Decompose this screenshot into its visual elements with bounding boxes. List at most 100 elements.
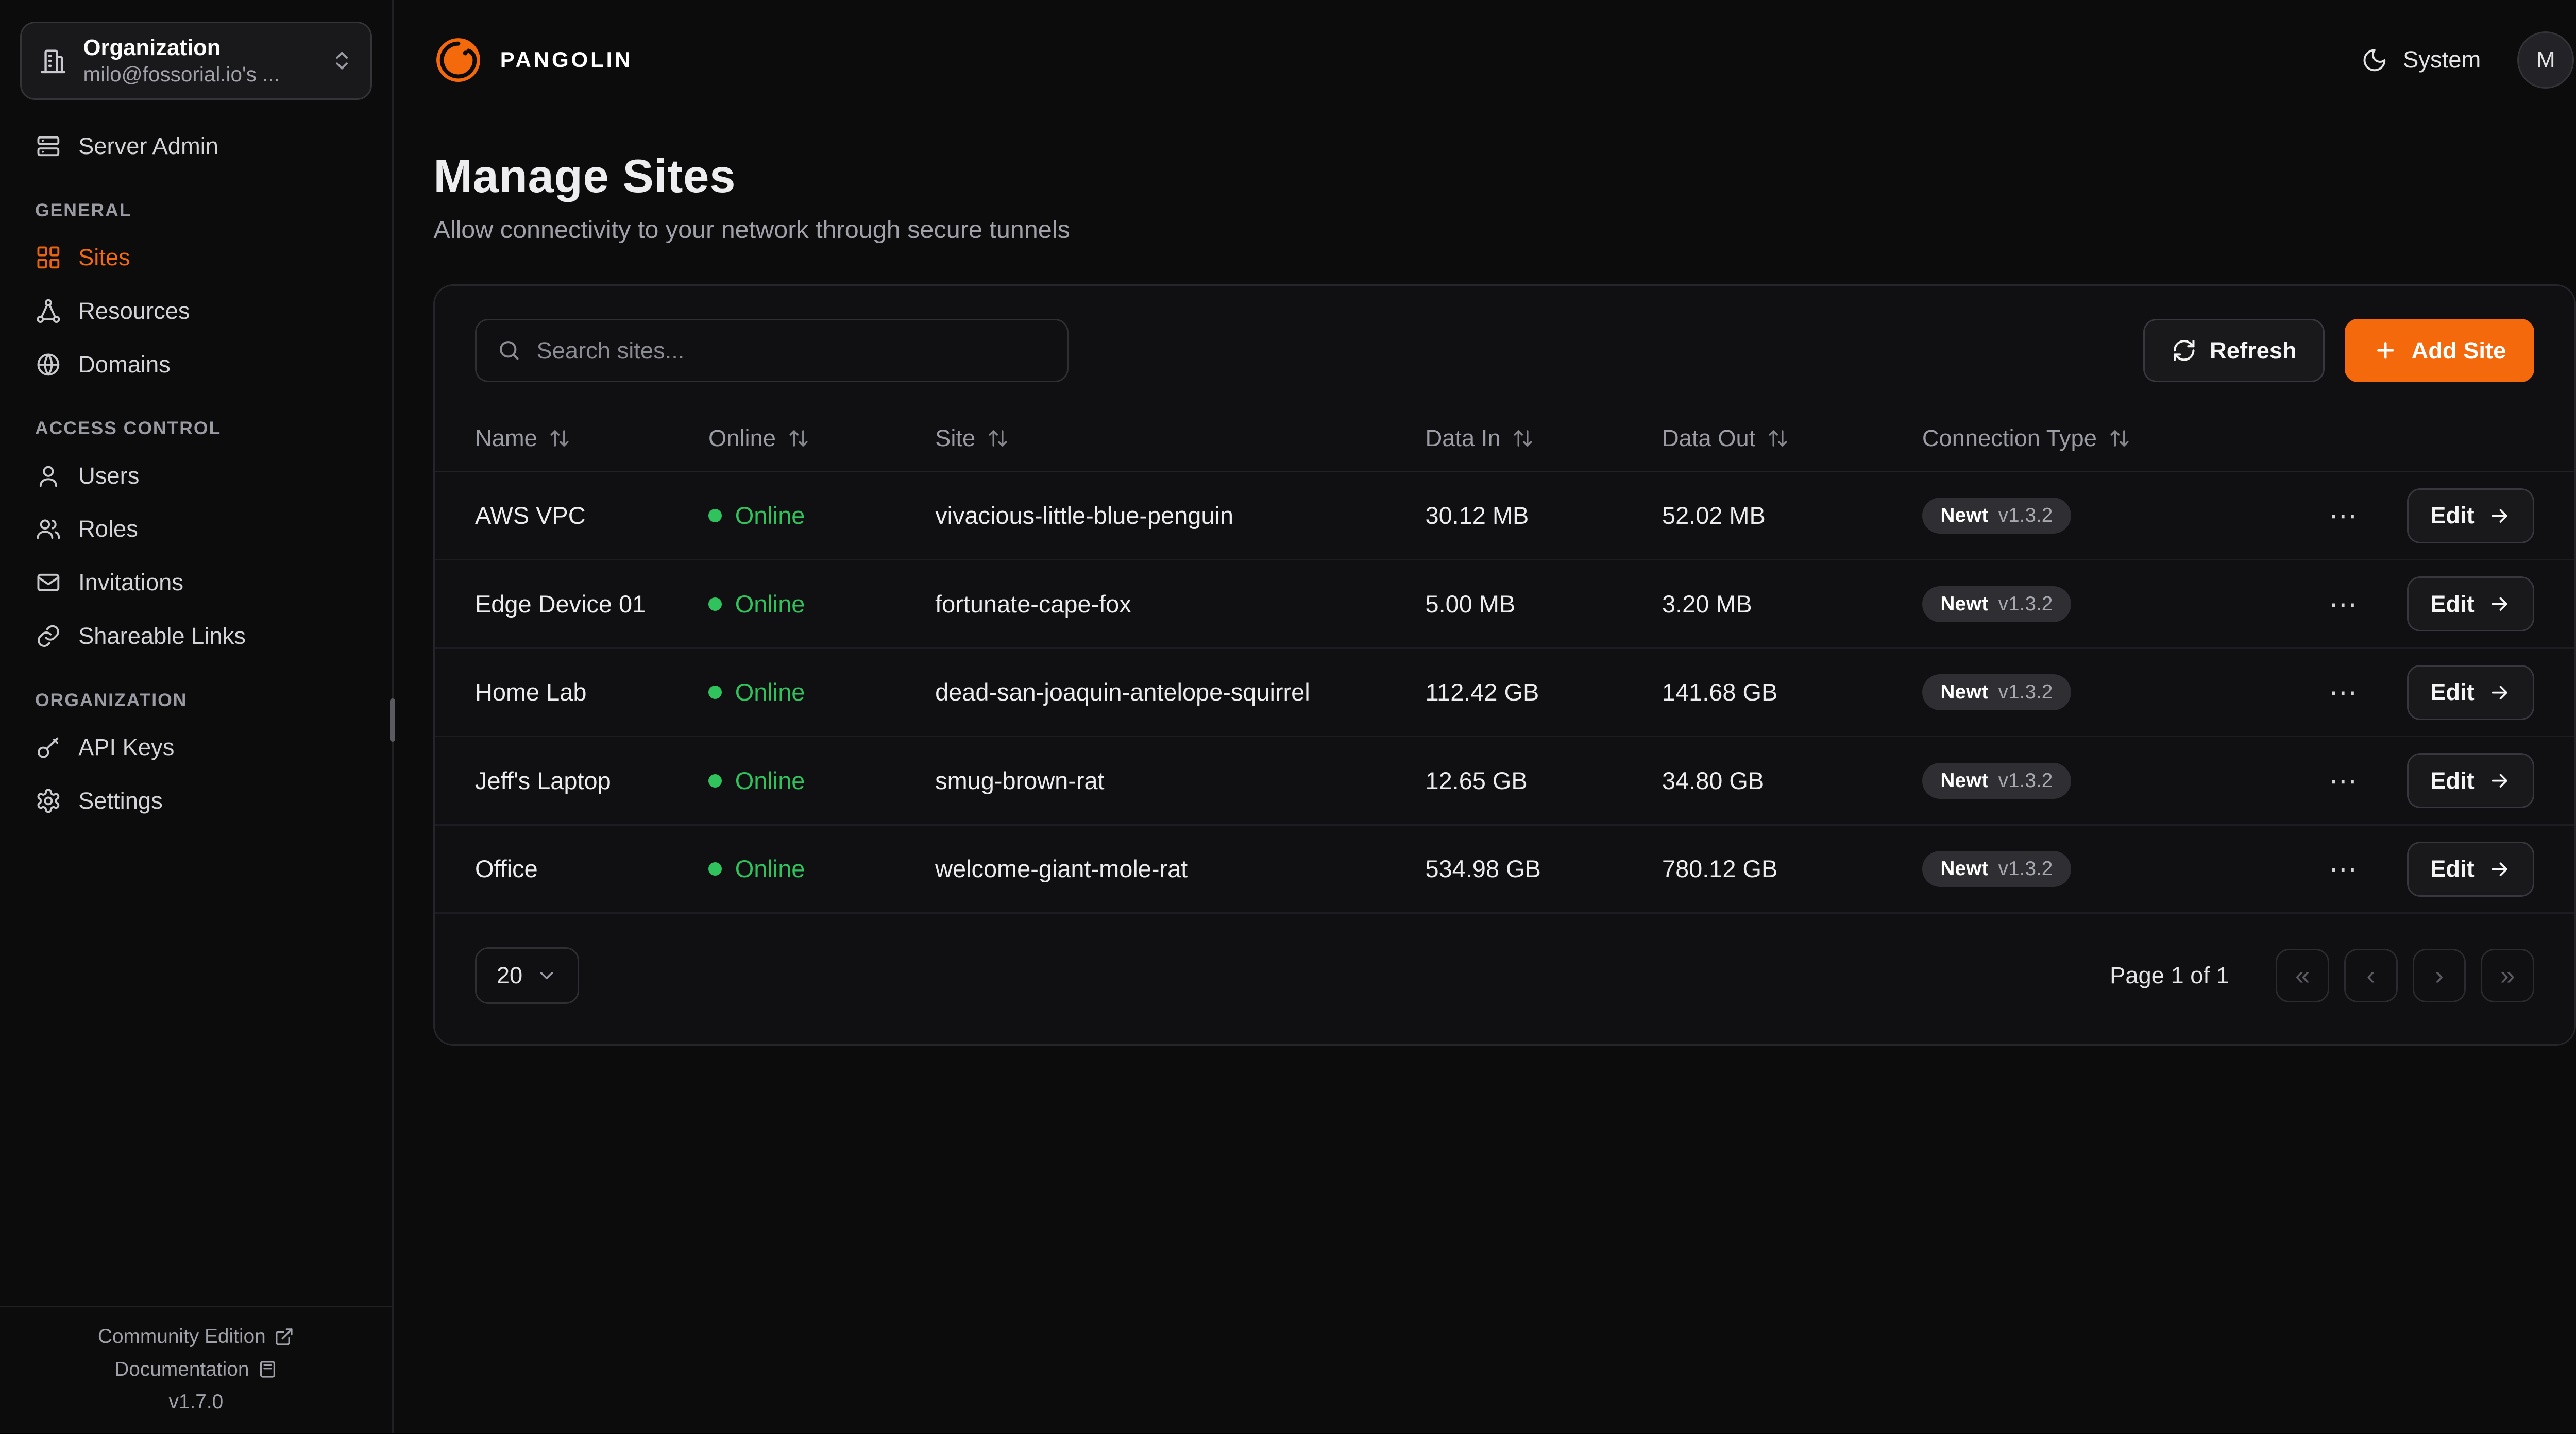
sort-icon [549,428,570,449]
table-body: AWS VPC Online vivacious-little-blue-pen… [435,472,2574,914]
table-row: AWS VPC Online vivacious-little-blue-pen… [435,472,2574,561]
brand: PANGOLIN [433,35,633,85]
connection-version: v1.3.2 [1998,858,2053,880]
documentation-link[interactable]: Documentation [114,1358,277,1381]
sidebar-item-api-keys[interactable]: API Keys [20,721,372,774]
online-status-cell: Online [708,855,935,883]
sidebar-item-roles[interactable]: Roles [20,502,372,556]
column-header-online[interactable]: Online [708,425,935,452]
sidebar-item-label: Invitations [78,569,184,596]
refresh-button[interactable]: Refresh [2143,319,2325,383]
edit-button[interactable]: Edit [2407,664,2534,720]
ellipsis-icon: ⋯ [2329,588,2359,620]
column-header-data-in[interactable]: Data In [1426,425,1663,452]
edit-button[interactable]: Edit [2407,841,2534,897]
sidebar-item-invitations[interactable]: Invitations [20,556,372,609]
sidebar-item-resources[interactable]: Resources [20,284,372,338]
site-id-cell: dead-san-joaquin-antelope-squirrel [935,679,1310,706]
moon-icon [2361,47,2388,74]
row-menu-button[interactable]: ⋯ [2329,588,2359,621]
online-status-cell: Online [708,502,935,530]
edit-cell: Edit [2402,753,2534,809]
column-header-data-out[interactable]: Data Out [1662,425,1922,452]
ellipsis-icon: ⋯ [2329,676,2359,709]
site-name-cell: Jeff's Laptop [475,767,611,794]
row-menu-button[interactable]: ⋯ [2329,852,2359,885]
column-header-name[interactable]: Name [475,425,708,452]
chevrons-left-icon: « [2295,960,2310,991]
data-out-cell: 52.02 MB [1662,502,1766,530]
connection-type-cell: Newt v1.3.2 [1922,586,2329,622]
sidebar-item-label: Shareable Links [78,622,246,649]
pagination-buttons: « ‹ › » [2276,949,2534,1002]
sidebar-item-server-admin[interactable]: Server Admin [20,120,372,173]
sites-panel: Refresh Add Site Name [433,284,2576,1046]
link-icon [35,623,62,650]
brand-name: PANGOLIN [500,47,633,72]
chevron-right-icon: › [2434,960,2444,991]
sites-grid-icon [35,244,62,271]
data-out-cell: 141.68 GB [1662,679,1778,706]
connection-badge: Newt v1.3.2 [1922,762,2071,799]
site-name-cell: Office [475,856,538,883]
sidebar-item-sites[interactable]: Sites [20,231,372,284]
community-edition-link[interactable]: Community Edition [98,1325,294,1348]
sort-icon [987,428,1009,449]
connection-name: Newt [1940,681,1989,704]
sidebar-nav: Server Admin GENERAL Sites Resources [0,110,392,827]
connection-type-cell: Newt v1.3.2 [1922,674,2329,711]
site-id-cell: vivacious-little-blue-penguin [935,502,1233,530]
waypoints-icon [35,298,62,325]
sidebar-item-domains[interactable]: Domains [20,338,372,391]
plus-icon [2373,338,2398,363]
column-header-site[interactable]: Site [935,425,1425,452]
edit-button[interactable]: Edit [2407,576,2534,632]
add-site-button[interactable]: Add Site [2345,319,2534,383]
org-switcher[interactable]: Organization milo@fossorial.io's ... [20,22,372,100]
top-bar-actions: System M [2361,31,2574,89]
online-status-label: Online [735,502,805,530]
connection-badge: Newt v1.3.2 [1922,586,2071,622]
external-link-icon [274,1327,294,1347]
table-row: Office Online welcome-giant-mole-rat 534… [435,826,2574,914]
connection-name: Newt [1940,858,1989,880]
data-out-cell: 34.80 GB [1662,767,1765,794]
last-page-button[interactable]: » [2481,949,2534,1002]
arrow-right-icon [2488,769,2511,792]
row-menu-button[interactable]: ⋯ [2329,764,2359,797]
search-icon [497,338,522,363]
sidebar-item-settings[interactable]: Settings [20,774,372,828]
edit-button[interactable]: Edit [2407,753,2534,809]
chevron-down-icon [536,965,557,986]
table-row: Home Lab Online dead-san-joaquin-antelop… [435,649,2574,738]
sidebar-resize-handle[interactable] [390,698,396,742]
pangolin-logo [433,35,483,85]
gear-icon [35,788,62,814]
data-in-cell: 534.98 GB [1425,856,1541,883]
chevrons-up-down-icon [330,49,353,72]
online-dot [708,686,722,699]
search-input[interactable] [536,337,1047,364]
edit-button[interactable]: Edit [2407,488,2534,543]
sidebar-item-users[interactable]: Users [20,449,372,503]
first-page-button[interactable]: « [2276,949,2329,1002]
data-in-cell: 5.00 MB [1425,590,1516,618]
row-menu-button[interactable]: ⋯ [2329,676,2359,709]
sidebar-item-shareable-links[interactable]: Shareable Links [20,609,372,663]
user-avatar[interactable]: M [2517,31,2574,89]
main-content: PANGOLIN System M Manage Sites Allow con… [394,0,2576,1433]
column-header-connection-type[interactable]: Connection Type [1922,425,2329,452]
users-icon [35,516,62,542]
avatar-initial: M [2536,47,2555,73]
connection-type-cell: Newt v1.3.2 [1922,498,2329,534]
previous-page-button[interactable]: ‹ [2344,949,2398,1002]
ellipsis-icon: ⋯ [2329,764,2359,797]
theme-toggle[interactable]: System [2361,46,2481,73]
documentation-label: Documentation [114,1358,249,1380]
section-label-access-control: ACCESS CONTROL [35,418,222,439]
page-header: Manage Sites Allow connectivity to your … [394,120,2576,274]
row-menu-button[interactable]: ⋯ [2329,499,2359,532]
page-size-select[interactable]: 20 [475,947,579,1004]
next-page-button[interactable]: › [2412,949,2466,1002]
refresh-label: Refresh [2210,337,2297,364]
